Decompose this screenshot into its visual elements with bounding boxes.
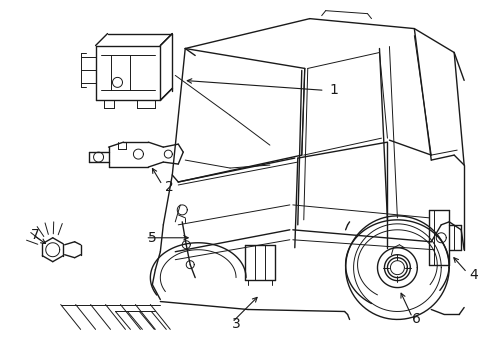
Text: 7: 7 [31,228,40,242]
Text: 4: 4 [468,267,477,282]
Text: 6: 6 [411,312,420,327]
Text: 5: 5 [148,231,157,245]
Text: 3: 3 [232,318,240,332]
Text: 1: 1 [329,84,338,97]
Text: 2: 2 [165,180,174,194]
